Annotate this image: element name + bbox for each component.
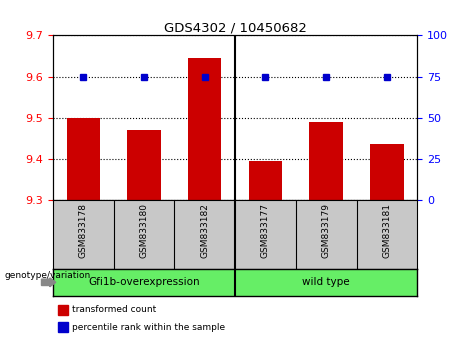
- Text: percentile rank within the sample: percentile rank within the sample: [72, 323, 225, 332]
- Text: wild type: wild type: [302, 277, 350, 287]
- Bar: [67, 118, 100, 200]
- Text: transformed count: transformed count: [72, 305, 157, 314]
- Bar: [309, 122, 343, 200]
- Text: GSM833181: GSM833181: [382, 203, 391, 258]
- Bar: [249, 161, 282, 200]
- Text: genotype/variation: genotype/variation: [5, 271, 91, 280]
- Text: GSM833178: GSM833178: [79, 203, 88, 258]
- Bar: [188, 58, 221, 200]
- Bar: [370, 144, 403, 200]
- Text: Gfi1b-overexpression: Gfi1b-overexpression: [88, 277, 200, 287]
- Bar: [127, 130, 161, 200]
- Text: GSM833180: GSM833180: [140, 203, 148, 258]
- Text: GSM833179: GSM833179: [322, 203, 331, 258]
- Title: GDS4302 / 10450682: GDS4302 / 10450682: [164, 21, 307, 34]
- Text: GSM833182: GSM833182: [200, 203, 209, 258]
- Text: GSM833177: GSM833177: [261, 203, 270, 258]
